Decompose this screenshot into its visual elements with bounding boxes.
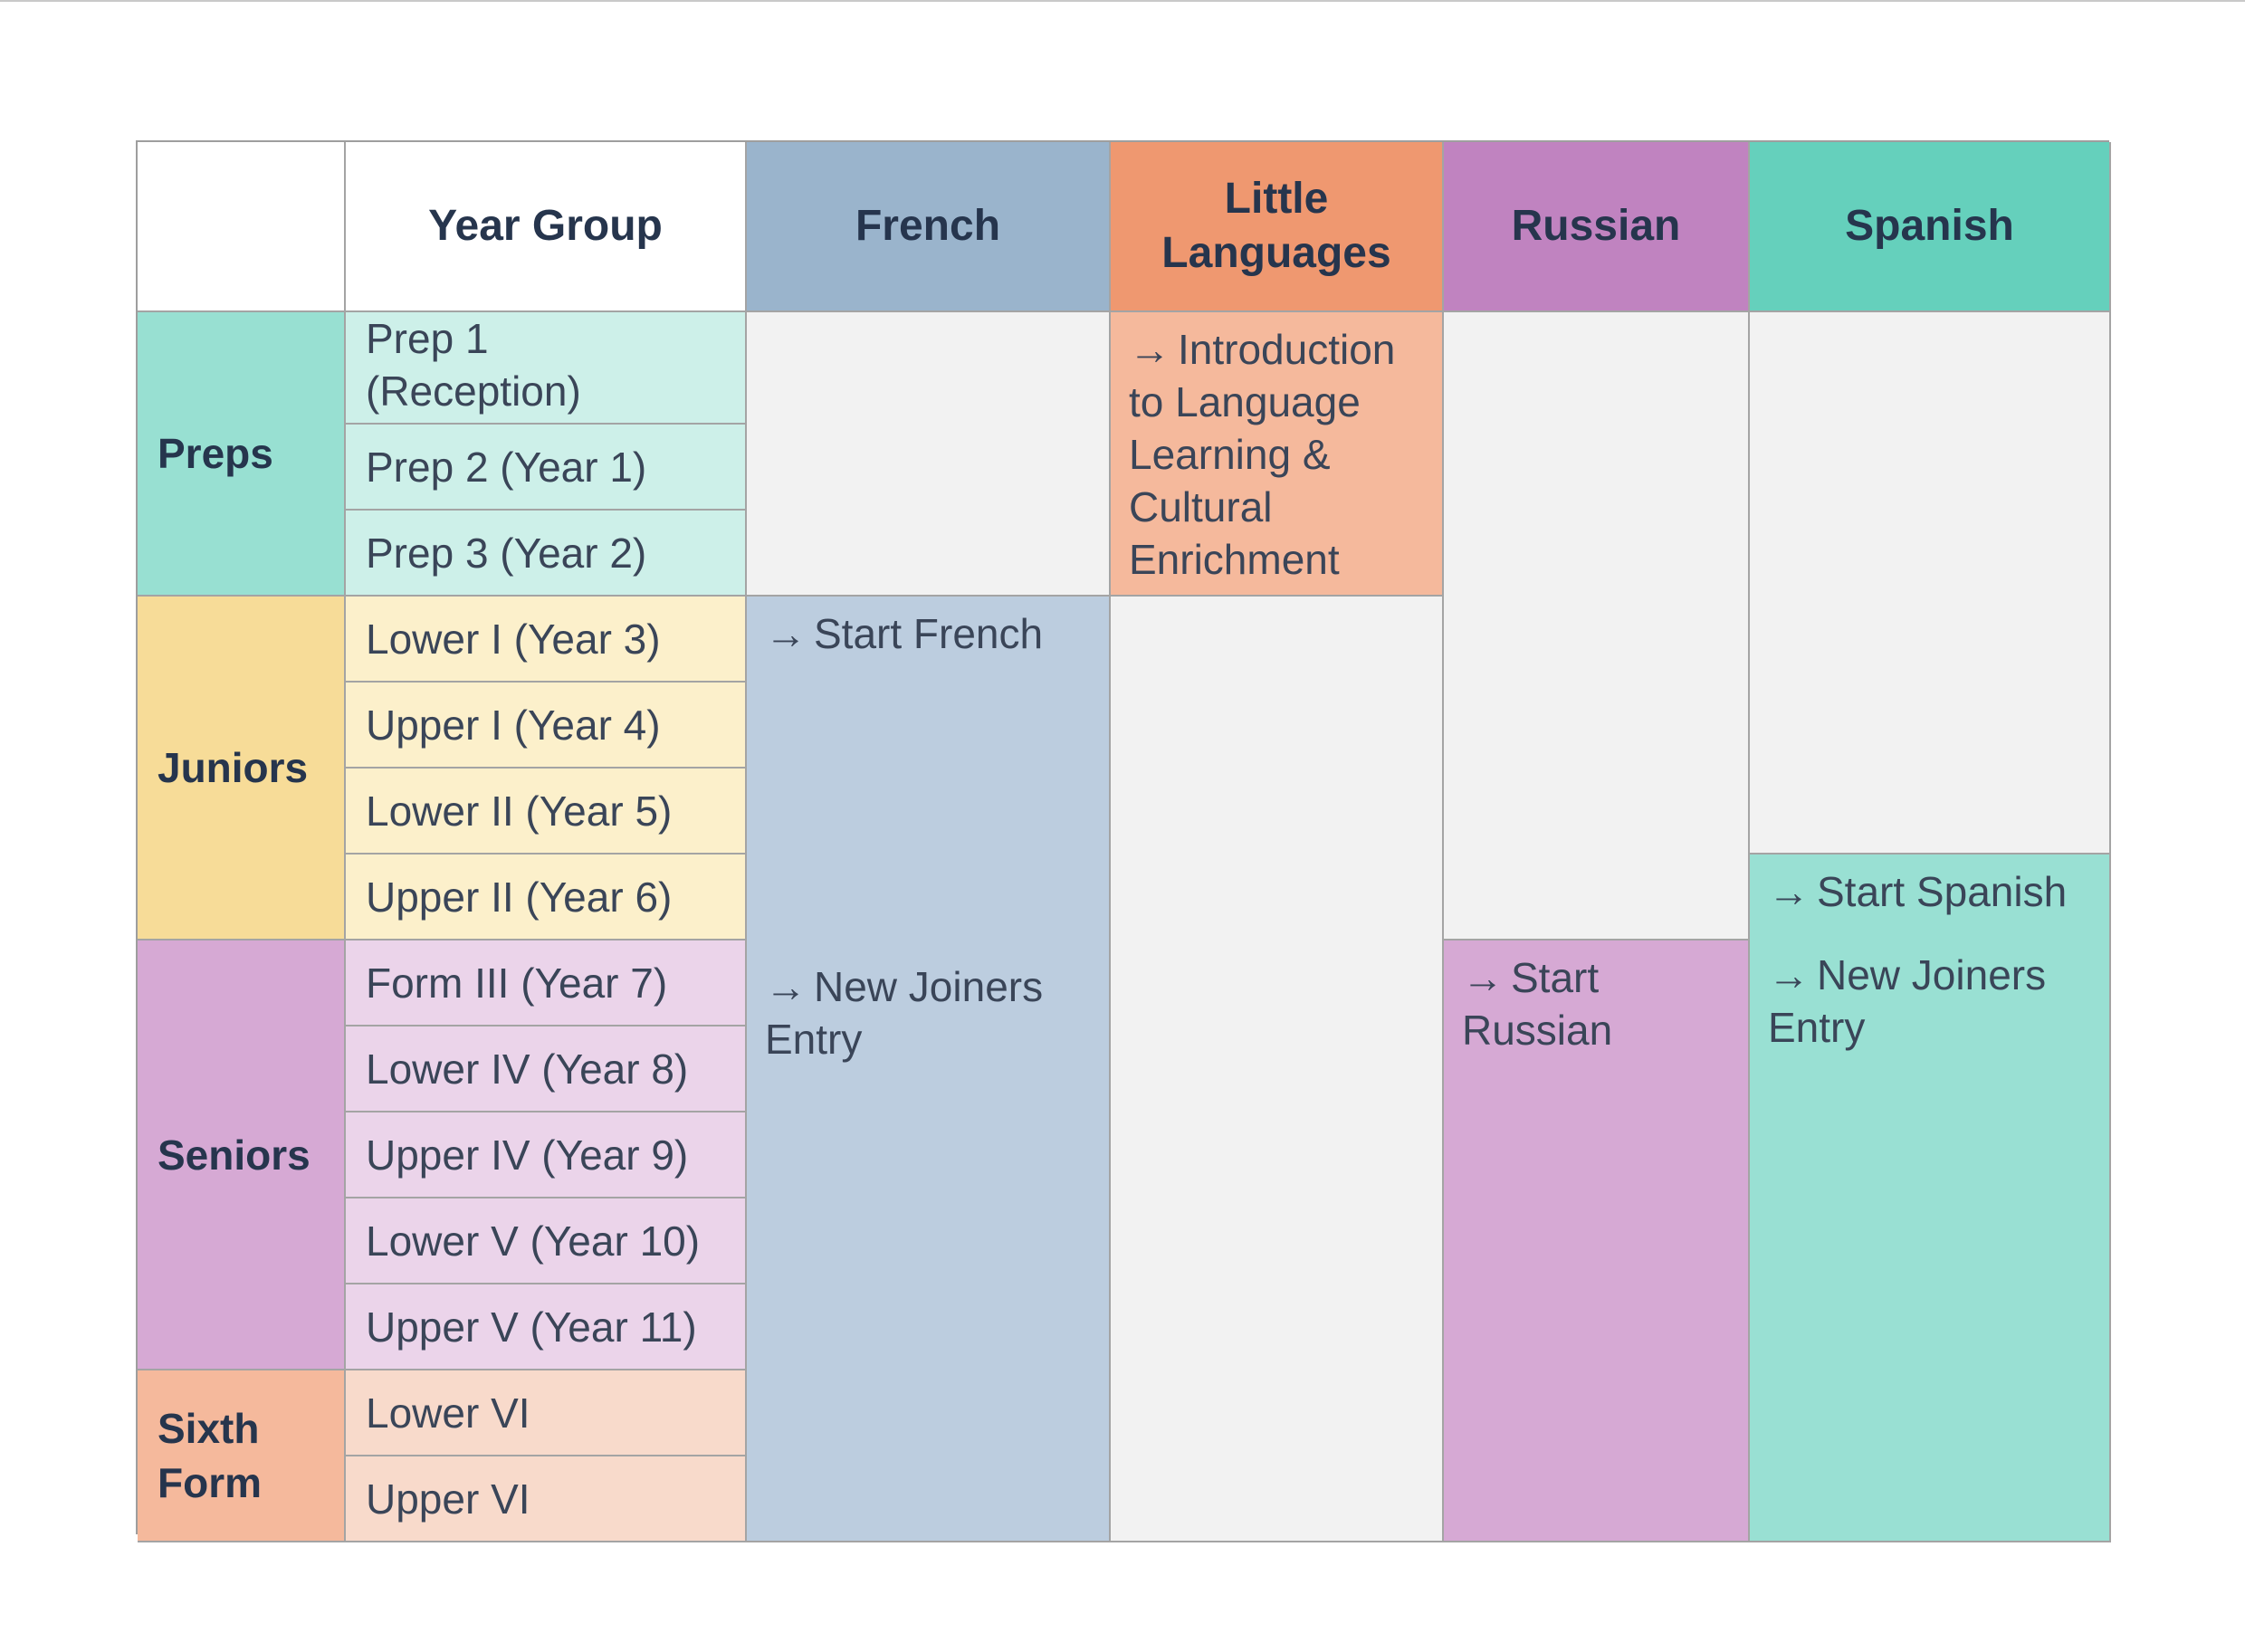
- header-russian: Russian: [1444, 142, 1750, 312]
- little-languages-block: → Introduction to Language Learning & Cul…: [1111, 312, 1444, 597]
- header-year-group-label: Year Group: [428, 202, 663, 250]
- french-pathway-block: → Start French → New Joiners Entry: [747, 597, 1111, 1542]
- year-prep-3: Prep 3 (Year 2): [346, 511, 747, 597]
- year-prep-2: Prep 2 (Year 1): [346, 425, 747, 511]
- header-little-languages-line2: Languages: [1161, 229, 1391, 277]
- french-joiners-note: → New Joiners Entry: [765, 960, 1091, 1065]
- group-preps-label: Preps: [158, 430, 273, 477]
- little-intro-line1: Introduction: [1178, 326, 1396, 373]
- group-sixth-form: Sixth Form: [138, 1370, 346, 1542]
- french-joiners-line1: New Joiners: [814, 963, 1044, 1010]
- year-upper-4: Upper IV (Year 9): [346, 1112, 747, 1198]
- russian-start-line1: Start: [1511, 954, 1600, 1001]
- header-russian-label: Russian: [1511, 202, 1681, 250]
- year-upper-5: Upper V (Year 11): [346, 1284, 747, 1370]
- year-form-3: Form III (Year 7): [346, 941, 747, 1027]
- arrow-right-icon: →: [1768, 951, 1810, 998]
- header-little-languages-line1: Little: [1224, 175, 1329, 223]
- year-lower-5: Lower V (Year 10): [346, 1198, 747, 1284]
- group-sixth-form-line2: Form: [158, 1459, 262, 1506]
- arrow-right-icon: →: [1768, 868, 1810, 915]
- year-lower-1: Lower I (Year 3): [346, 597, 747, 683]
- arrow-right-icon: →: [765, 963, 807, 1010]
- group-seniors-label: Seniors: [158, 1131, 310, 1179]
- year-prep-1-line1: Prep 1: [366, 315, 489, 362]
- year-upper-1: Upper I (Year 4): [346, 683, 747, 769]
- arrow-right-icon: →: [1129, 326, 1170, 373]
- little-languages-empty-block: [1111, 597, 1444, 1542]
- header-spanish: Spanish: [1750, 142, 2111, 312]
- spanish-joiners-line2: Entry: [1768, 1004, 1866, 1051]
- year-lower-6: Lower VI: [346, 1370, 747, 1456]
- year-upper-6: Upper VI: [346, 1456, 747, 1542]
- little-intro-line5: Enrichment: [1129, 536, 1340, 583]
- spanish-pathway-block: → Start Spanish → New Joiners Entry: [1750, 855, 2111, 1542]
- year-prep-1: Prep 1 (Reception): [346, 312, 747, 425]
- header-little-languages: Little Languages: [1111, 142, 1444, 312]
- header-french-label: French: [855, 202, 1001, 250]
- little-intro-line4: Cultural: [1129, 483, 1273, 530]
- russian-start-line2: Russian: [1462, 1007, 1613, 1054]
- spanish-start-text: Start Spanish: [1817, 868, 2068, 915]
- group-sixth-form-line1: Sixth: [158, 1405, 260, 1452]
- top-rule: [0, 0, 2245, 2]
- arrow-right-icon: →: [765, 610, 807, 657]
- year-prep-1-line2: (Reception): [366, 368, 581, 415]
- french-start-text: Start French: [814, 610, 1044, 657]
- russian-empty-block: [1444, 312, 1750, 941]
- header-corner: [138, 142, 346, 312]
- spanish-joiners-note: → New Joiners Entry: [1768, 949, 2091, 1054]
- year-upper-2: Upper II (Year 6): [346, 855, 747, 941]
- little-intro-line2: to Language: [1129, 378, 1361, 425]
- header-year-group: Year Group: [346, 142, 747, 312]
- group-seniors: Seniors: [138, 941, 346, 1370]
- group-preps: Preps: [138, 312, 346, 597]
- header-french: French: [747, 142, 1111, 312]
- spanish-start-note: → Start Spanish: [1768, 865, 2091, 918]
- spanish-empty-block: [1750, 312, 2111, 855]
- little-intro-line3: Learning &: [1129, 431, 1331, 478]
- group-juniors-label: Juniors: [158, 744, 309, 791]
- header-spanish-label: Spanish: [1845, 202, 2014, 250]
- french-empty-block: [747, 312, 1111, 597]
- language-pathway-table: Year Group French Little Languages Russi…: [136, 140, 2111, 1542]
- french-start-note: → Start French: [765, 607, 1091, 660]
- year-lower-2: Lower II (Year 5): [346, 769, 747, 855]
- arrow-right-icon: →: [1462, 954, 1504, 1001]
- spanish-joiners-line1: New Joiners: [1817, 951, 2047, 998]
- group-juniors: Juniors: [138, 597, 346, 941]
- french-joiners-line2: Entry: [765, 1016, 863, 1063]
- year-lower-4: Lower IV (Year 8): [346, 1027, 747, 1112]
- russian-pathway-block: → Start Russian: [1444, 941, 1750, 1542]
